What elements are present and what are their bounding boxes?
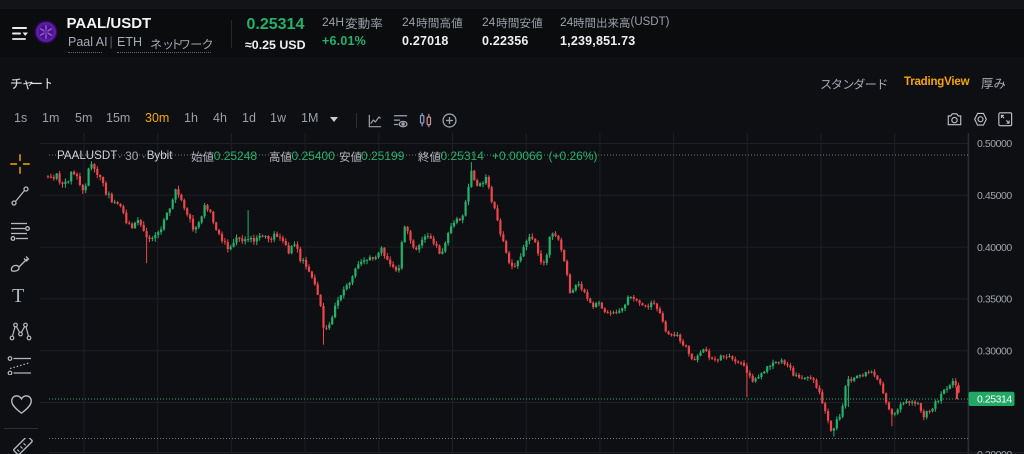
svg-text:0.45000: 0.45000 xyxy=(977,190,1012,202)
svg-text:0.40000: 0.40000 xyxy=(977,242,1012,254)
svg-text:0.50000: 0.50000 xyxy=(977,138,1012,150)
svg-text:0.25314: 0.25314 xyxy=(977,394,1012,406)
svg-text:0.20000: 0.20000 xyxy=(977,449,1012,454)
svg-text:0.30000: 0.30000 xyxy=(977,345,1012,357)
svg-text:0.35000: 0.35000 xyxy=(977,294,1012,306)
